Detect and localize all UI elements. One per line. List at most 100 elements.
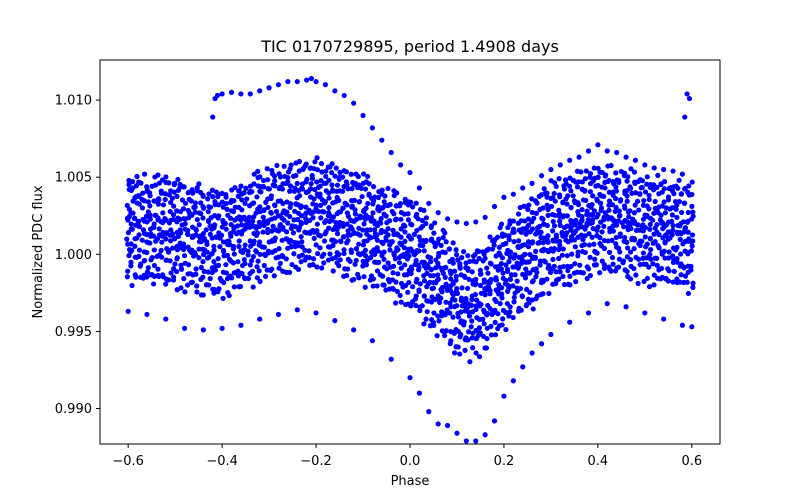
data-point xyxy=(361,221,367,227)
data-point xyxy=(351,100,357,106)
data-point xyxy=(606,189,612,195)
data-point xyxy=(533,266,539,272)
data-point xyxy=(473,259,479,265)
data-point xyxy=(385,260,391,266)
data-point xyxy=(476,248,482,255)
data-point xyxy=(212,199,218,205)
data-point xyxy=(292,208,298,214)
data-point xyxy=(512,272,518,278)
data-point xyxy=(635,280,641,287)
data-point xyxy=(689,243,695,249)
data-point xyxy=(597,200,604,206)
data-point xyxy=(568,204,574,211)
data-point xyxy=(579,206,585,213)
data-point xyxy=(473,350,479,356)
data-point xyxy=(415,216,421,222)
data-point xyxy=(443,239,449,245)
data-point xyxy=(321,238,328,244)
data-point xyxy=(553,280,559,287)
data-point xyxy=(665,255,672,261)
data-point xyxy=(355,271,361,278)
data-point xyxy=(185,244,191,250)
data-point xyxy=(207,275,213,282)
data-point xyxy=(685,290,692,297)
data-point xyxy=(597,235,603,241)
data-point xyxy=(631,246,637,252)
data-point xyxy=(162,191,168,197)
data-point xyxy=(385,232,391,238)
data-point xyxy=(499,291,505,297)
data-point xyxy=(501,194,507,200)
data-point xyxy=(662,233,668,239)
data-point xyxy=(268,193,274,199)
data-point xyxy=(369,338,376,344)
data-point xyxy=(200,192,206,198)
data-point xyxy=(323,168,329,174)
data-point xyxy=(149,255,155,261)
data-point xyxy=(150,281,157,287)
data-point xyxy=(261,262,267,269)
data-point xyxy=(520,185,526,191)
data-point xyxy=(686,183,692,189)
data-point xyxy=(298,213,305,219)
data-point xyxy=(616,264,622,270)
data-point xyxy=(675,185,681,191)
data-point xyxy=(194,289,200,295)
data-point xyxy=(309,209,315,215)
data-point xyxy=(238,183,244,189)
data-point xyxy=(507,276,514,282)
data-point xyxy=(590,216,596,223)
data-point xyxy=(442,249,448,256)
data-point xyxy=(414,227,420,234)
data-point xyxy=(396,260,403,266)
data-point xyxy=(139,205,146,211)
data-point xyxy=(669,212,675,218)
data-point xyxy=(659,265,665,272)
data-point xyxy=(457,261,463,267)
data-point xyxy=(654,184,660,190)
data-point xyxy=(678,272,684,278)
data-point xyxy=(276,246,282,252)
data-point xyxy=(548,331,554,338)
data-point xyxy=(402,262,408,268)
data-point xyxy=(477,271,484,277)
data-point xyxy=(517,285,524,292)
data-point xyxy=(210,114,216,120)
data-point xyxy=(165,249,172,255)
data-point xyxy=(292,185,298,191)
data-point xyxy=(283,256,289,262)
data-point xyxy=(529,350,535,356)
data-point xyxy=(192,200,199,206)
data-point xyxy=(409,266,415,273)
data-point xyxy=(287,188,293,194)
data-point xyxy=(563,237,569,243)
data-point xyxy=(196,181,202,187)
data-point xyxy=(421,248,427,254)
data-point xyxy=(459,255,465,261)
data-point xyxy=(553,269,559,275)
data-point xyxy=(618,197,624,203)
data-point xyxy=(402,238,408,244)
data-point xyxy=(274,162,280,169)
data-point xyxy=(336,251,342,258)
data-point xyxy=(227,273,233,279)
data-point xyxy=(632,202,638,208)
data-point xyxy=(315,208,321,215)
data-point xyxy=(182,200,189,206)
data-point xyxy=(205,196,211,202)
data-point xyxy=(548,203,555,210)
data-point xyxy=(343,179,349,185)
data-point xyxy=(642,310,648,316)
data-point xyxy=(589,234,595,240)
data-point xyxy=(268,209,274,216)
data-point xyxy=(230,208,237,215)
data-point xyxy=(586,231,592,237)
data-point xyxy=(192,204,198,210)
data-point xyxy=(608,268,614,274)
data-point xyxy=(520,271,526,277)
data-point xyxy=(628,166,634,172)
data-point xyxy=(236,188,242,194)
data-point xyxy=(680,219,686,225)
data-point xyxy=(454,430,460,436)
data-point xyxy=(158,190,164,196)
